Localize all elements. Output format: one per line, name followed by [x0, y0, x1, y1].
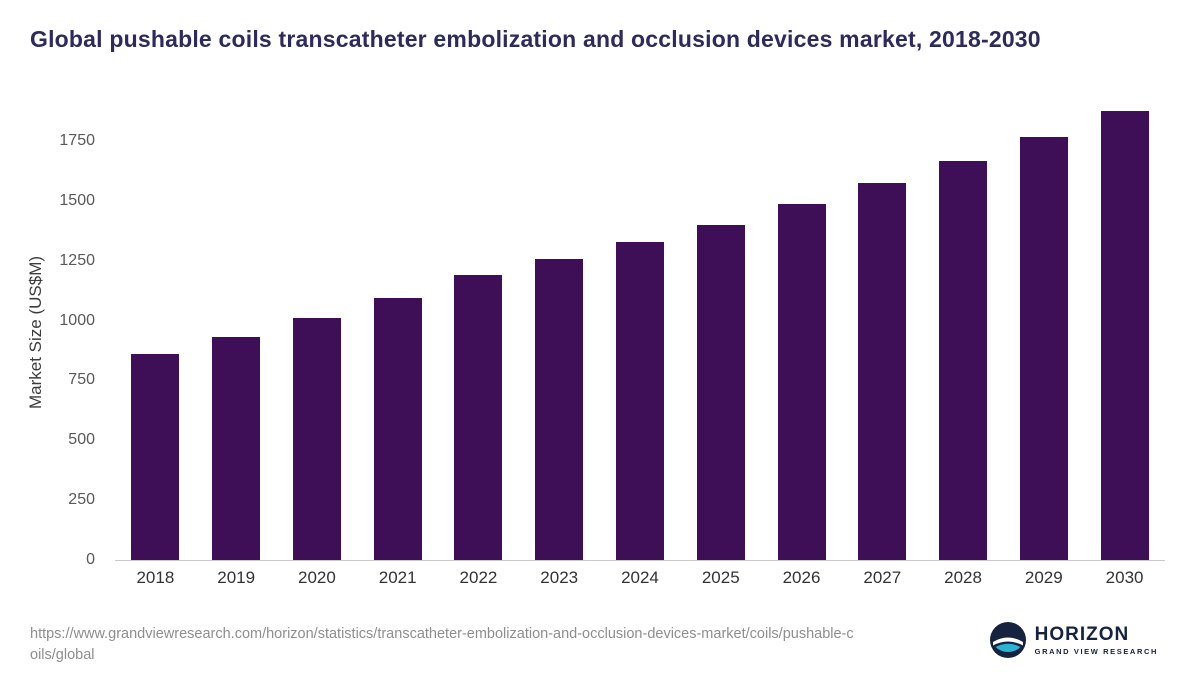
x-tick-label-2018: 2018 [136, 568, 175, 587]
bar-2027 [858, 182, 907, 560]
bar-2025 [696, 224, 745, 560]
x-tick-label-2027: 2027 [863, 568, 902, 587]
x-tick-label-2029: 2029 [1024, 568, 1063, 587]
x-axis-labels: 2018 2019 2020 2021 2022 2023 2024 2025 2026 2027… [115, 568, 1165, 588]
x-tick-label-2024: 2024 [621, 568, 659, 587]
x-tick-label-2028: 2028 [944, 568, 982, 587]
y-tick-label-0: 0 [86, 551, 95, 568]
bar-2023 [535, 259, 584, 560]
x-tick-label-2025: 2025 [701, 568, 740, 587]
x-tick-label-2022: 2022 [459, 568, 498, 587]
x-tick-label-2019: 2019 [217, 568, 256, 587]
bar-2018 [131, 354, 180, 560]
x-tick-label-2023: 2023 [540, 568, 579, 587]
bar-2030 [1100, 111, 1149, 560]
horizon-logo-icon [989, 622, 1026, 658]
bar-2021 [373, 297, 422, 560]
bar-2026 [777, 204, 826, 560]
x-tick-label-2020: 2020 [298, 568, 336, 587]
bar-2028 [939, 161, 988, 560]
y-axis-ticks: 0 250 500 750 1000 1250 1500 1750 [0, 105, 105, 568]
horizon-logo: HORIZON GRAND VIEW RESEARCH [989, 622, 1158, 658]
horizon-logo-tagline: GRAND VIEW RESEARCH [1034, 646, 1158, 656]
source-url: https://www.grandviewresearch.com/horizo… [30, 624, 950, 666]
page-title: Global pushable coils transcatheter embo… [30, 26, 1041, 52]
bar-2020 [292, 318, 341, 560]
bar-2019 [212, 337, 261, 560]
y-tick-label-250: 250 [68, 491, 95, 509]
x-tick-label-2030: 2030 [1105, 568, 1144, 587]
x-tick-label-2021: 2021 [378, 568, 417, 587]
horizon-logo-text: HORIZON GRAND VIEW RESEARCH [1035, 625, 1158, 656]
y-tick-label-750: 750 [68, 371, 95, 389]
y-tick-label-1500: 1500 [59, 191, 95, 209]
source-url-line2: oils/global [30, 647, 95, 664]
bar-2029 [1019, 137, 1068, 560]
source-url-line1: https://www.grandviewresearch.com/horizo… [30, 626, 854, 642]
y-tick-label-1750: 1750 [59, 131, 95, 149]
y-tick-label-1000: 1000 [59, 311, 95, 329]
horizon-logo-name: HORIZON [1034, 623, 1130, 645]
x-tick-label-2026: 2026 [782, 568, 821, 587]
bar-2024 [615, 241, 664, 560]
bar-2022 [454, 275, 503, 560]
y-tick-label-1250: 1250 [59, 251, 95, 269]
plot-area [115, 105, 1165, 561]
y-tick-label-500: 500 [68, 431, 95, 449]
